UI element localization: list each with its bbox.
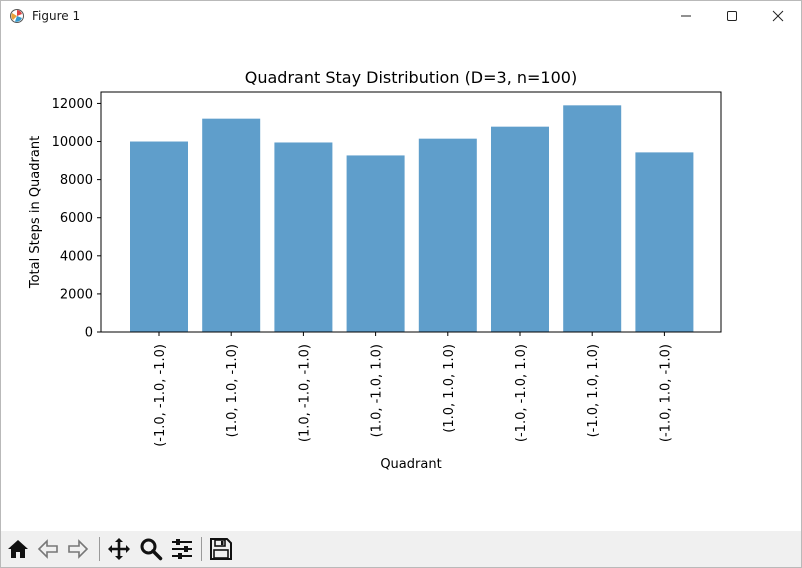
y-tick-label: 8000 (60, 173, 93, 188)
minimize-icon (681, 15, 691, 17)
y-axis-label: Total Steps in Quadrant (28, 136, 43, 289)
y-tick-label: 10000 (52, 135, 93, 150)
bar (563, 105, 622, 332)
title-bar: Figure 1 (1, 1, 801, 31)
maximize-icon (727, 11, 737, 21)
y-tick-label: 2000 (60, 287, 93, 302)
window-title: Figure 1 (32, 9, 81, 23)
close-icon (772, 10, 784, 22)
maximize-button[interactable] (709, 1, 755, 31)
y-tick-label: 6000 (60, 211, 93, 226)
x-ticks: (-1.0, -1.0, -1.0) (1.0, 1.0, -1.0) (1.0, … (153, 332, 673, 447)
x-tick-label: (-1.0, -1.0, 1.0) (514, 344, 529, 442)
back-button[interactable] (34, 535, 62, 563)
pan-button[interactable] (105, 535, 133, 563)
forward-button[interactable] (64, 535, 92, 563)
app-icon (10, 9, 24, 23)
pan-icon (108, 538, 130, 560)
forward-icon (68, 539, 89, 559)
bar (491, 126, 549, 333)
bar-chart: Quadrant Stay Distribution (D=3, n=100) … (28, 68, 722, 472)
y-tick-label: 12000 (52, 97, 93, 112)
configure-subplots-button[interactable] (168, 535, 196, 563)
navigation-toolbar (1, 531, 801, 567)
bar (202, 118, 261, 333)
y-tick-label: 4000 (60, 249, 93, 264)
y-tick-label: 0 (85, 326, 93, 341)
zoom-icon (140, 538, 163, 561)
home-button[interactable] (4, 535, 32, 563)
bar (418, 138, 477, 332)
close-button[interactable] (755, 1, 801, 31)
bar (130, 141, 188, 332)
figure-canvas[interactable]: Quadrant Stay Distribution (D=3, n=100) … (1, 31, 801, 531)
minimize-button[interactable] (663, 1, 709, 31)
toolbar-separator (99, 537, 100, 561)
back-icon (37, 539, 58, 559)
x-tick-label: (1.0, 1.0, -1.0) (225, 344, 240, 437)
axes-frame (100, 91, 722, 333)
x-tick-label: (-1.0, -1.0, -1.0) (153, 344, 168, 447)
configure-subplots-icon (172, 539, 192, 559)
bars-group (130, 105, 694, 333)
x-tick-label: (1.0, -1.0, -1.0) (297, 344, 312, 442)
bar (274, 142, 333, 332)
save-icon (210, 538, 232, 560)
chart-title: Quadrant Stay Distribution (D=3, n=100) (245, 68, 577, 87)
x-tick-label: (1.0, 1.0, 1.0) (442, 344, 457, 433)
x-tick-label: (-1.0, 1.0, -1.0) (658, 344, 673, 442)
toolbar-separator (201, 537, 202, 561)
zoom-button[interactable] (137, 535, 165, 563)
save-button[interactable] (207, 535, 235, 563)
x-tick-label: (-1.0, 1.0, 1.0) (586, 344, 601, 437)
x-axis-label: Quadrant (380, 457, 441, 472)
bar (346, 155, 405, 332)
y-ticks: 0 2000 4000 6000 8000 10000 12000 (52, 97, 101, 341)
bar (635, 152, 694, 332)
x-tick-label: (1.0, -1.0, 1.0) (370, 344, 385, 437)
home-icon (8, 540, 28, 558)
